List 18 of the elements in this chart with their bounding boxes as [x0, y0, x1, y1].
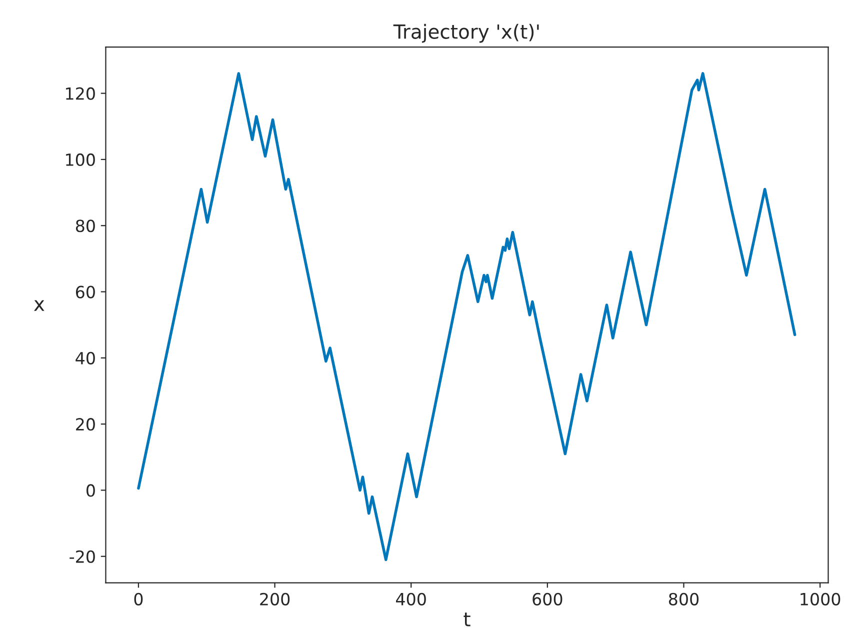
y-tick-label: 0 — [86, 484, 95, 497]
y-tick-label: 40 — [76, 352, 95, 364]
y-tick-label: -20 — [70, 550, 95, 563]
x-tick-label: 0 — [134, 592, 143, 606]
y-tick-label: 20 — [76, 418, 95, 431]
x-tick-label: 800 — [668, 592, 699, 606]
x-axis-title: t — [464, 612, 470, 626]
x-tick-label: 400 — [396, 592, 426, 606]
y-tick-label: 80 — [76, 220, 95, 232]
y-tick-label: 60 — [76, 286, 95, 298]
y-tick-label: 100 — [66, 153, 95, 166]
y-axis-title: x — [34, 300, 44, 311]
x-tick-label: 600 — [532, 592, 562, 606]
line-series — [137, 72, 796, 562]
x-tick-label: 200 — [260, 592, 290, 606]
y-tick-label: 120 — [66, 87, 95, 100]
x-tick-label: 1000 — [800, 592, 840, 606]
chart-title: Trajectory 'x(t)' — [393, 24, 539, 43]
